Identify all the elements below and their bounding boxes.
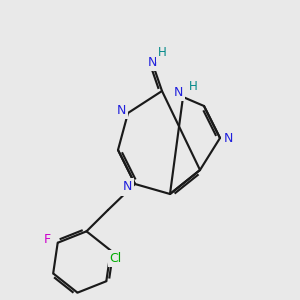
- Text: N: N: [122, 181, 132, 194]
- Text: H: H: [158, 46, 166, 59]
- Text: N: N: [147, 56, 157, 68]
- Text: N: N: [223, 131, 233, 145]
- Text: H: H: [189, 80, 197, 94]
- Text: F: F: [44, 233, 51, 246]
- Text: N: N: [116, 103, 126, 116]
- Text: N: N: [173, 85, 183, 98]
- Text: Cl: Cl: [110, 252, 122, 265]
